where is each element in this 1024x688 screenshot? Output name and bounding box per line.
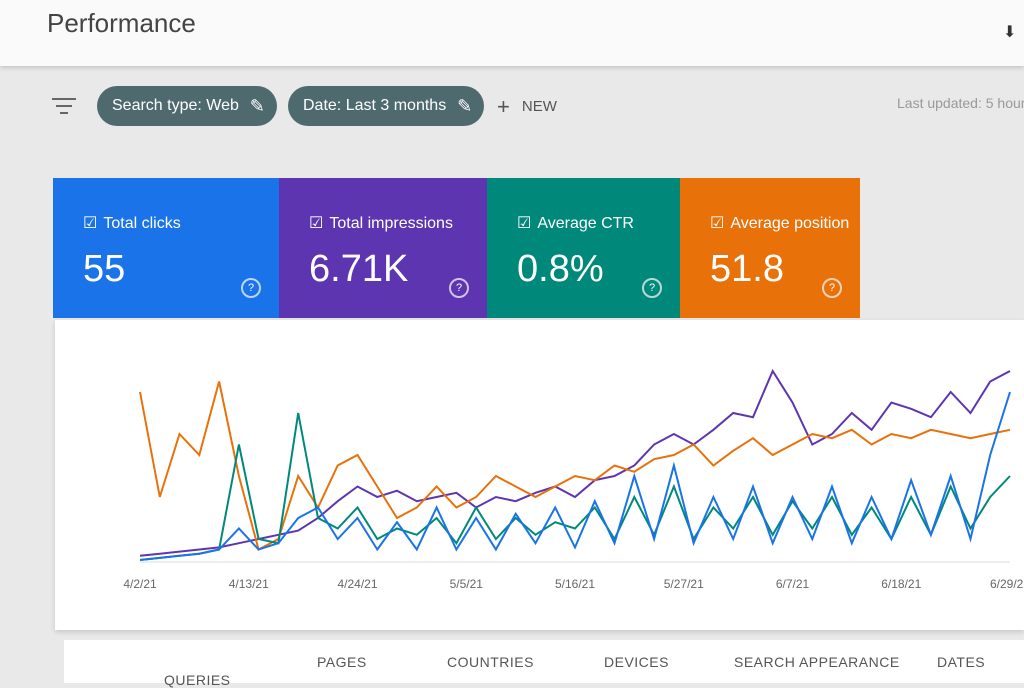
x-tick-label: 4/2/21: [123, 577, 157, 591]
x-tick-label: 5/27/21: [664, 577, 704, 591]
series-line: [139, 412, 1011, 561]
x-tick-label: 5/16/21: [555, 577, 595, 591]
help-icon[interactable]: ?: [822, 278, 842, 298]
tab-bar: QUERIES PAGES COUNTRIES DEVICES SEARCH APPEA…: [64, 640, 1024, 688]
chart: 4/2/21 4/13/21 4/24/21 5/5/21 5/16/21 5/27/21…: [123, 368, 1024, 591]
tab[interactable]: QUERIES: [164, 672, 231, 688]
tab[interactable]: DATES: [937, 654, 986, 670]
help-icon[interactable]: ?: [241, 278, 261, 298]
metric-label: Total clicks: [83, 213, 180, 233]
x-tick-label: 4/13/21: [229, 577, 269, 591]
help-icon[interactable]: ?: [642, 278, 662, 298]
tab[interactable]: SEARCH APPEARANCE: [734, 654, 900, 670]
x-tick-label: 6/18/21: [881, 577, 921, 591]
filter-chip[interactable]: Date: Last 3 months: [288, 86, 485, 126]
series-line: [139, 381, 1011, 551]
x-tick-label: 5/5/21: [450, 577, 484, 591]
metric-card[interactable]: Average position 51.8?: [680, 178, 860, 318]
metric-label: Average CTR: [517, 213, 634, 233]
help-icon[interactable]: ?: [449, 278, 469, 298]
new-label: NEW: [521, 98, 557, 115]
metric-value: 55: [83, 248, 126, 290]
metric-label: Total impressions: [309, 213, 453, 233]
metric-card[interactable]: Average CTR 0.8%?: [487, 178, 680, 318]
top-bar: Performance ⬇: [0, 0, 1024, 66]
metric-value: 0.8%: [517, 248, 604, 290]
x-tick-label: 6/7/21: [776, 577, 810, 591]
series-line: [139, 391, 1011, 561]
metric-value: 51.8: [710, 248, 784, 290]
metric-card[interactable]: Total clicks 55?: [53, 178, 279, 318]
filter-icon[interactable]: [52, 97, 76, 115]
tab[interactable]: COUNTRIES: [447, 654, 534, 670]
last-updated: Last updated: 5 hour: [897, 95, 1024, 111]
x-tick-label: 6/29/21: [990, 577, 1024, 591]
tab[interactable]: PAGES: [317, 654, 367, 670]
metric-card[interactable]: Total impressions 6.71K?: [279, 178, 487, 318]
chart-panel: 4/2/21 4/13/21 4/24/21 5/5/21 5/16/21 5/27/21…: [55, 320, 1024, 630]
new-filter-button[interactable]: + NEW: [497, 94, 557, 119]
metric-value: 6.71K: [309, 248, 409, 290]
download-button[interactable]: ⬇: [1003, 24, 1017, 41]
metric-label: Average position: [710, 213, 849, 233]
x-tick-label: 4/24/21: [337, 577, 377, 591]
filter-chip[interactable]: Search type: Web: [97, 86, 277, 126]
page-title: Performance: [47, 8, 196, 38]
tab[interactable]: DEVICES: [604, 654, 669, 670]
